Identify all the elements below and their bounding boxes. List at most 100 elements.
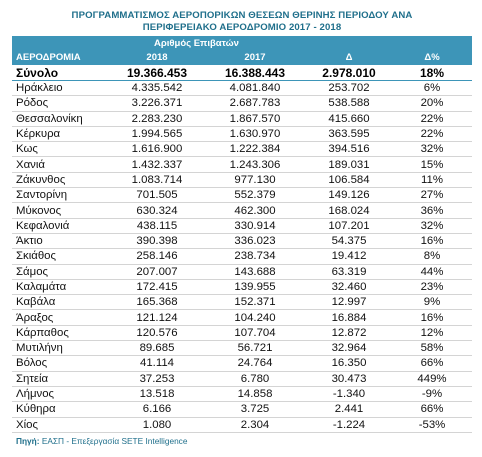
column-header-airport: ΑΕΡΟΔΡΟΜΙΑ: [16, 51, 81, 63]
column-header-2018: 2018: [146, 51, 168, 63]
airport-cell: Σητεία: [16, 372, 49, 385]
passengers-2018-cell: 1.994.565: [131, 128, 183, 141]
delta-cell: 415.660: [328, 112, 370, 125]
table-row: Σητεία 37.253 6.780 30.473 449%: [12, 372, 472, 387]
passengers-2017-cell: 139.955: [234, 281, 276, 293]
delta-cell: 106.584: [328, 173, 370, 186]
airport-cell: Άκτιο: [16, 235, 43, 248]
total-2017: 16.388.443: [224, 65, 286, 80]
delta-percent-cell: 20%: [420, 97, 444, 110]
delta-percent-cell: 12%: [420, 326, 444, 339]
table-row: Σκιάθος 258.146 238.734 19.412 8%: [12, 249, 472, 265]
passengers-2017-cell: 2.304: [240, 418, 270, 431]
table-row: Σαντορίνη 701.505 552.379 149.126 27%: [12, 188, 472, 204]
passengers-2018-cell: 4.335.542: [131, 82, 183, 95]
passengers-2018-cell: 630.324: [136, 204, 178, 217]
table-row: Θεσσαλονίκη 2.283.230 1.867.570 415.660 22%: [12, 112, 472, 127]
passengers-2017-cell: 104.240: [234, 311, 276, 324]
passengers-2017-cell: 462.300: [234, 204, 276, 217]
table-row: Κεφαλονιά 438.115 330.914 107.201 32%: [12, 219, 472, 234]
delta-percent-cell: 22%: [420, 128, 444, 141]
passengers-2017-cell: 238.734: [234, 250, 276, 263]
airport-cell: Καβάλα: [16, 296, 56, 309]
delta-cell: 16.350: [331, 357, 367, 370]
table-row: Λήμνος 13.518 14.858 -1.340 -9%: [12, 387, 472, 403]
airport-cell: Κεφαλονιά: [16, 219, 70, 232]
airport-cell: Μύκονος: [16, 204, 62, 217]
table-row: Σάμος 207.007 143.688 63.319 44%: [12, 265, 472, 280]
delta-percent-cell: 27%: [420, 189, 444, 202]
airport-cell: Χανιά: [16, 158, 45, 171]
total-row: Σύνολο 19.366.453 16.388.443 2.978.010 1…: [12, 64, 472, 81]
source-note: Πηγή: ΕΑΣΠ - Επεξεργασία SETE Intelligen…: [12, 436, 472, 446]
table-body: Ηράκλειο 4.335.542 4.081.840 253.702 6% Ρόδος…: [12, 81, 472, 433]
table-row: Άκτιο 390.398 336.023 54.375 16%: [12, 234, 472, 250]
passengers-2017-cell: 14.858: [237, 388, 273, 401]
passengers-2018-cell: 438.115: [136, 219, 178, 232]
title-line-1: ΠΡΟΓΡΑΜΜΑΤΙΣΜΟΣ ΑΕΡΟΠΟΡΙΚΩΝ ΘΕΣΕΩΝ ΘΕΡΙΝ…: [71, 10, 413, 21]
table-container: ΠΡΟΓΡΑΜΜΑΤΙΣΜΟΣ ΑΕΡΟΠΟΡΙΚΩΝ ΘΕΣΕΩΝ ΘΕΡΙΝ…: [12, 0, 472, 446]
passengers-2017-cell: 1.867.570: [229, 112, 281, 125]
passengers-2018-cell: 120.576: [136, 326, 178, 339]
passengers-2017-cell: 2.687.783: [229, 97, 281, 110]
delta-cell: 12.872: [331, 326, 367, 339]
table-row: Ζάκυνθος 1.083.714 977.130 106.584 11%: [12, 173, 472, 189]
airport-cell: Ηράκλειο: [16, 82, 63, 95]
passengers-2017-cell: 24.764: [237, 357, 273, 370]
passengers-2017-cell: 330.914: [234, 219, 276, 232]
passengers-2017-cell: 552.379: [234, 189, 276, 202]
airport-cell: Σκιάθος: [16, 250, 57, 263]
airport-cell: Κως: [16, 143, 38, 156]
table-title: ΠΡΟΓΡΑΜΜΑΤΙΣΜΟΣ ΑΕΡΟΠΟΡΙΚΩΝ ΘΕΣΕΩΝ ΘΕΡΙΝ…: [12, 0, 472, 34]
total-delta-percent: 18%: [419, 65, 445, 80]
delta-percent-cell: 58%: [420, 342, 444, 355]
column-header-delta-percent: Δ%: [424, 51, 440, 63]
delta-percent-cell: 449%: [417, 372, 447, 385]
passengers-2018-cell: 1.080: [142, 418, 172, 431]
table-row: Χανιά 1.432.337 1.243.306 189.031 15%: [12, 157, 472, 173]
delta-cell: 19.412: [331, 250, 367, 263]
airport-cell: Άραξος: [16, 311, 54, 324]
table-row: Μυτιλήνη 89.685 56.721 32.964 58%: [12, 341, 472, 357]
source-text: ΕΑΣΠ - Επεξεργασία SETE Intelligence: [41, 435, 188, 446]
table-row: Κέρκυρα 1.994.565 1.630.970 363.595 22%: [12, 127, 472, 143]
delta-cell: 107.201: [328, 219, 370, 232]
column-header-2017: 2017: [244, 51, 266, 63]
delta-cell: 253.702: [328, 82, 370, 95]
total-2018: 19.366.453: [126, 65, 188, 80]
airport-cell: Μυτιλήνη: [16, 342, 63, 355]
airport-cell: Καλαμάτα: [16, 281, 67, 293]
airport-cell: Κύθηρα: [16, 403, 56, 416]
passengers-2018-cell: 41.114: [140, 357, 174, 370]
column-header-delta: Δ: [345, 51, 353, 63]
delta-percent-cell: 44%: [420, 265, 444, 278]
passengers-2017-cell: 143.688: [234, 265, 276, 278]
delta-cell: 149.126: [328, 189, 370, 202]
delta-percent-cell: 8%: [423, 250, 441, 263]
passengers-2018-cell: 1.432.337: [131, 158, 183, 171]
passengers-2018-cell: 258.146: [136, 250, 178, 263]
airport-cell: Χίος: [16, 418, 38, 431]
passengers-2017-cell: 4.081.840: [229, 82, 281, 95]
delta-percent-cell: 16%: [420, 311, 444, 324]
airport-cell: Ρόδος: [16, 97, 49, 110]
passengers-2017-cell: 56.721: [237, 342, 273, 355]
delta-cell: -1.224: [332, 418, 366, 431]
delta-percent-cell: 11%: [421, 173, 443, 186]
total-label: Σύνολο: [16, 65, 59, 80]
passengers-2018-cell: 165.368: [136, 296, 178, 309]
passengers-2018-cell: 3.226.371: [131, 97, 183, 110]
passengers-2017-cell: 3.725: [240, 403, 270, 416]
passengers-2018-cell: 89.685: [139, 342, 175, 355]
passengers-2017-cell: 336.023: [234, 235, 276, 248]
delta-cell: 54.375: [331, 235, 367, 248]
passengers-2018-cell: 121.124: [136, 311, 178, 324]
total-delta: 2.978.010: [322, 65, 376, 80]
delta-cell: 189.031: [328, 158, 370, 171]
airport-cell: Σαντορίνη: [16, 189, 68, 202]
passengers-2017-cell: 977.130: [234, 173, 276, 186]
passengers-2018-cell: 701.505: [136, 189, 178, 202]
table-row: Κάρπαθος 120.576 107.704 12.872 12%: [12, 326, 472, 342]
passengers-2018-cell: 13.518: [139, 388, 175, 401]
table-row: Καλαμάτα 172.415 139.955 32.460 23%: [12, 280, 472, 296]
